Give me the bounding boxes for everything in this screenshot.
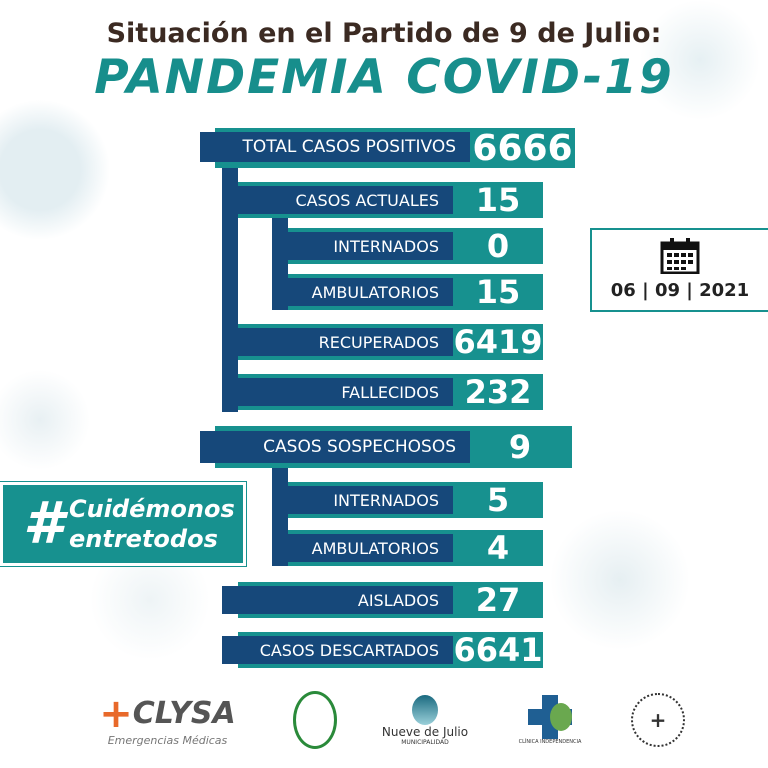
nueve-de-julio-logo: Nueve de Julio MUNICIPALIDAD	[370, 690, 480, 750]
page-title: PANDEMIA COVID-19	[94, 50, 674, 105]
internados-value: 0	[486, 227, 510, 265]
actuales-value: 15	[475, 181, 521, 219]
ambulatorios-label: AMBULATORIOS	[272, 278, 453, 306]
total-label: TOTAL CASOS POSITIVOS	[200, 132, 470, 162]
clinica-name: CLÍNICA INDEPENDENCIA	[518, 739, 582, 745]
fallecidos-value: 232	[464, 373, 532, 411]
sospechosos-value: 9	[508, 428, 532, 466]
hashtag-line1: Cuidémonos	[69, 495, 235, 523]
internados-label: INTERNADOS	[288, 232, 453, 260]
nueve-sub: MUNICIPALIDAD	[401, 738, 449, 746]
hashtag-line2: entretodos	[69, 525, 218, 553]
calendar-icon	[660, 238, 700, 274]
date-text: 06 | 09 | 2021	[610, 280, 750, 301]
nueve-name: Nueve de Julio	[381, 724, 469, 739]
clinica-logo: CLÍNICA INDEPENDENCIA	[505, 690, 595, 750]
connector-line	[222, 160, 238, 412]
descartados-label: CASOS DESCARTADOS	[222, 636, 453, 664]
sosp-ambulatorios-value: 4	[486, 529, 510, 567]
clysa-logo: + CLYSA Emergencias Médicas	[80, 690, 255, 750]
actuales-label: CASOS ACTUALES	[238, 186, 453, 214]
fallecidos-label: FALLECIDOS	[222, 378, 453, 406]
aislados-label: AISLADOS	[222, 586, 453, 614]
date-box: 06 | 09 | 2021	[590, 228, 768, 312]
circle-emblem-logo: +	[628, 690, 688, 750]
sosp-internados-value: 5	[486, 481, 510, 519]
clysa-sub: Emergencias Médicas	[107, 733, 228, 747]
sosp-internados-label: INTERNADOS	[288, 486, 453, 514]
clysa-name: CLYSA	[132, 696, 236, 731]
subtitle: Situación en el Partido de 9 de Julio:	[106, 18, 662, 49]
medical-circle-logo	[290, 690, 340, 750]
sosp-ambulatorios-label: AMBULATORIOS	[272, 534, 453, 562]
cross-icon: +	[99, 690, 133, 737]
sospechosos-label: CASOS SOSPECHOSOS	[200, 431, 470, 463]
hashtag-banner: # Cuidémonos entretodos	[0, 481, 247, 567]
ambulatorios-value: 15	[475, 273, 521, 311]
hash-symbol: #	[23, 489, 64, 557]
aislados-value: 27	[475, 581, 521, 619]
descartados-value: 6641	[453, 631, 543, 669]
total-value: 6666	[472, 127, 573, 169]
recuperados-label: RECUPERADOS	[238, 328, 453, 356]
recuperados-value: 6419	[453, 323, 543, 361]
